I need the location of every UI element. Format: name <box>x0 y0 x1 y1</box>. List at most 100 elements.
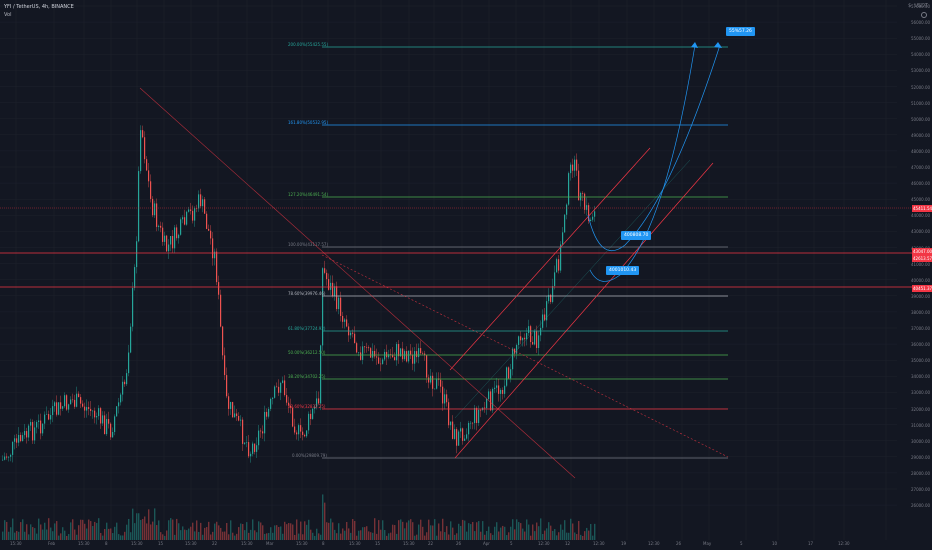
channel-mid-line <box>454 159 691 419</box>
candle-body <box>572 164 574 171</box>
candle-body <box>332 282 334 297</box>
price-tick: 54000.00 <box>911 52 931 58</box>
volume-label[interactable]: Vol <box>4 12 12 18</box>
candle-body <box>500 389 502 394</box>
candle-body <box>204 199 206 214</box>
candle-body <box>194 208 196 221</box>
time-axis[interactable]: 15:30 Feb 15:30 8 15:30 15 15:30 22 15:30 Mar 15:3… <box>0 540 932 550</box>
volume-bar <box>226 522 228 540</box>
volume-bar <box>490 533 492 540</box>
volume-bar <box>522 528 524 540</box>
volume-bar <box>166 530 168 540</box>
currency-selector[interactable]: $ USDT <box>908 3 928 9</box>
volume-bar <box>256 532 258 540</box>
volume-bar <box>336 533 338 540</box>
volume-bar <box>398 520 400 540</box>
volume-bar <box>592 535 594 540</box>
volume-bar <box>494 526 496 540</box>
candle-body <box>448 402 450 426</box>
candle-body <box>180 219 182 235</box>
candle-body <box>208 228 210 231</box>
candle-body <box>154 203 156 216</box>
volume-bar <box>492 534 494 540</box>
candle-body <box>100 408 102 424</box>
chart-header: YFI / TetherUS, 4h, BINANCE Vol <box>4 3 74 19</box>
candle-body <box>452 421 454 439</box>
candle-body <box>420 348 422 354</box>
candle-body <box>168 244 170 252</box>
fib-level-label: 127.20%(46491.54) <box>288 192 329 197</box>
volume-bar <box>570 518 572 540</box>
candle-body <box>20 434 22 442</box>
price-axis[interactable]: 57000.00 56000.00 55000.00 54000.00 53000.00… <box>897 0 932 540</box>
volume-bar <box>260 522 262 540</box>
volume-bar <box>446 526 448 540</box>
candle-body <box>272 397 274 399</box>
volume-bar <box>182 526 184 540</box>
support-callout[interactable]: 4001010.43 <box>606 266 640 275</box>
symbol-title[interactable]: YFI / TetherUS, 4h, BINANCE <box>4 4 74 10</box>
volume-bar <box>148 509 150 540</box>
volume-bar <box>328 522 330 540</box>
candle-body <box>328 279 330 290</box>
volume-bar <box>524 531 526 540</box>
candle-body <box>588 205 590 222</box>
candle-body <box>474 407 476 424</box>
candle-body <box>66 395 68 410</box>
candle-body <box>284 380 286 396</box>
volume-bar <box>70 522 72 540</box>
target-callout[interactable]: 55%57.26 <box>726 27 755 36</box>
volume-bar <box>358 530 360 540</box>
time-tick: 10 <box>772 541 778 546</box>
candle-body <box>144 137 146 160</box>
candle-body <box>550 294 552 303</box>
price-tick: 33000.00 <box>911 390 931 396</box>
candle-body <box>58 402 60 415</box>
candle-body <box>592 216 594 220</box>
candle-body <box>518 336 520 346</box>
candle-body <box>276 386 278 388</box>
volume-bar <box>206 527 208 540</box>
volume-bar <box>502 525 504 540</box>
candle-body <box>302 431 304 435</box>
candle-body <box>546 301 548 321</box>
volume-bar <box>202 534 204 540</box>
volume-bar <box>238 527 240 540</box>
candle-body <box>342 315 344 322</box>
candle-body <box>464 438 466 441</box>
candle-body <box>4 456 6 460</box>
volume-bar <box>158 520 160 540</box>
volume-bar <box>488 526 490 540</box>
candle-body <box>18 434 20 443</box>
candle-body <box>206 213 208 229</box>
candle-body <box>382 359 384 364</box>
volume-bar <box>194 531 196 540</box>
volume-bar <box>354 521 356 540</box>
candle-body <box>56 402 58 415</box>
candle-body <box>426 355 428 378</box>
volume-bar <box>372 532 374 540</box>
price-tick: 28000.00 <box>911 470 931 476</box>
volume-bar <box>310 529 312 540</box>
volume-bar <box>204 527 206 540</box>
candle-body <box>38 420 40 423</box>
candle-body <box>190 209 192 211</box>
candle-body <box>60 402 62 409</box>
price-tick: 44000.00 <box>911 213 931 219</box>
candle-body <box>512 348 514 370</box>
volume-bar <box>50 527 52 540</box>
volume-bar <box>528 524 530 540</box>
candle-body <box>128 352 130 374</box>
candle-body <box>366 347 368 348</box>
volume-bar <box>356 535 358 540</box>
volume-bars <box>2 494 596 540</box>
volume-bar <box>430 525 432 540</box>
gear-icon[interactable] <box>921 12 927 18</box>
price-tick: 57000.00 <box>911 4 931 9</box>
volume-bar <box>506 535 508 540</box>
volume-bar <box>268 533 270 540</box>
volume-bar <box>422 526 424 540</box>
volume-bar <box>332 522 334 540</box>
retest-callout[interactable]: 400808.70 <box>621 231 652 240</box>
